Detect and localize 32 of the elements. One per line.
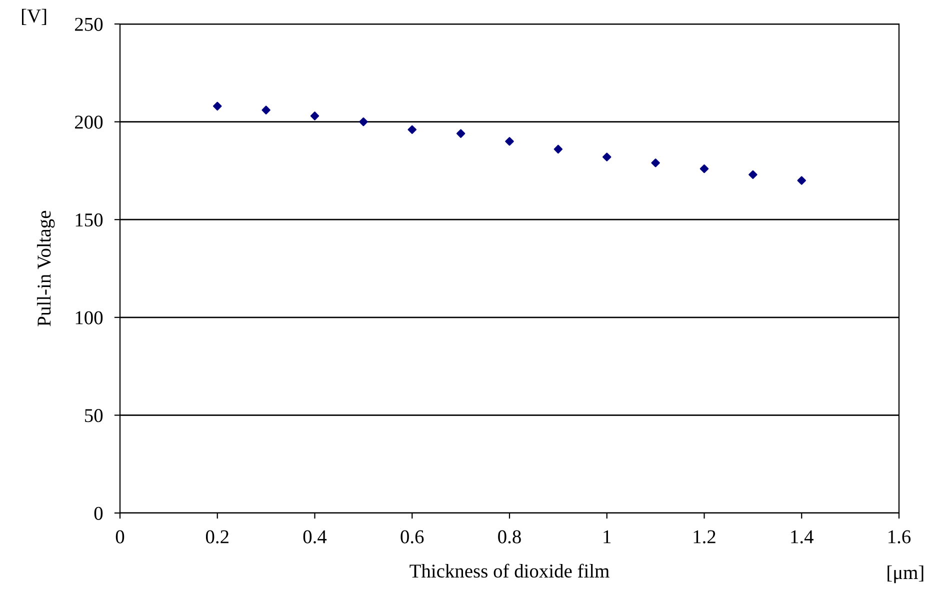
point [456, 129, 466, 138]
x-axis-title: Thickness of dioxide film [410, 564, 610, 578]
point [602, 152, 612, 162]
point [748, 170, 758, 179]
x-tick-label: 0 [116, 530, 124, 544]
point [505, 136, 514, 146]
x-tick-label: 1 [604, 530, 611, 544]
y-tick-label: 100 [76, 311, 103, 324]
point [797, 176, 806, 185]
y-axis-title: Pull-in Voltage [37, 210, 55, 326]
y-tick-label: 250 [75, 18, 103, 31]
text: [μm] [888, 565, 924, 584]
x-tick-label: 1.6 [888, 530, 911, 544]
point [651, 158, 660, 168]
y-tick-label: 0 [94, 506, 103, 520]
x-tick-label: 1.4 [791, 530, 814, 544]
y-tick-label: 200 [75, 116, 103, 129]
point [310, 112, 320, 120]
point [213, 102, 222, 111]
x-tick-label: 0.8 [498, 530, 521, 544]
point [554, 144, 563, 154]
text: [V] [22, 8, 46, 25]
x-tick-label: 1.2 [694, 530, 716, 544]
point [262, 106, 270, 114]
x-tick-label: 0.6 [400, 530, 424, 544]
x-tick-label: 0.4 [303, 530, 327, 544]
x-tick-label: 0.2 [206, 530, 228, 544]
point [700, 164, 709, 174]
point [359, 117, 368, 126]
y-tick-label: 50 [85, 409, 103, 422]
point [408, 125, 416, 134]
y-tick-label: 150 [76, 213, 103, 227]
